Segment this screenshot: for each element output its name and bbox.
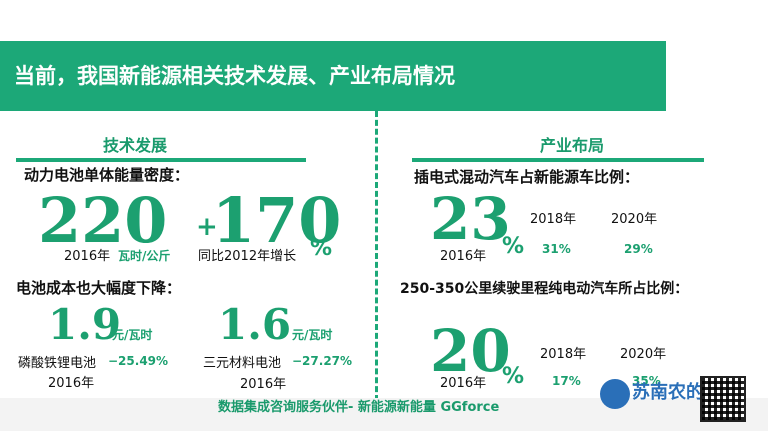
wechat-logo-icon xyxy=(600,379,630,409)
phev-pct: % xyxy=(502,234,525,259)
qr-code-icon xyxy=(700,376,746,422)
bev-2018-value: 17% xyxy=(552,374,581,388)
bev-pct: % xyxy=(502,364,525,389)
phev-2020-year: 2020年 xyxy=(611,212,658,227)
ncm-value: 1.6 xyxy=(218,300,292,349)
lfp-value: 1.9 xyxy=(48,300,122,349)
growth-desc: 同比2012年增长 xyxy=(198,249,297,264)
phev-2018-year: 2018年 xyxy=(530,212,577,227)
bev-2020-year: 2020年 xyxy=(620,347,667,362)
lfp-year: 2016年 xyxy=(48,376,95,391)
density-year: 2016年 xyxy=(64,249,111,264)
footer-bar: 数据集成咨询服务伙伴- 新能源新能量 GGforce xyxy=(0,398,768,431)
density-unit: 瓦时/公斤 xyxy=(118,249,171,263)
page-title: 当前，我国新能源相关技术发展、产业布局情况 xyxy=(14,64,455,88)
title-banner: 当前，我国新能源相关技术发展、产业布局情况 xyxy=(0,41,666,111)
growth-value: 170 xyxy=(212,184,342,257)
section-divider xyxy=(375,111,378,401)
density-label: 动力电池单体能量密度： xyxy=(24,166,190,184)
bev-value: 20 xyxy=(430,317,511,385)
tech-section-underline xyxy=(16,158,306,162)
bev-2018-year: 2018年 xyxy=(540,347,587,362)
watermark-text: 苏南农的长 xyxy=(632,382,722,403)
phev-year: 2016年 xyxy=(440,249,487,264)
phev-2020-value: 29% xyxy=(624,242,653,256)
phev-2018-value: 31% xyxy=(542,242,571,256)
ncm-change: −27.27% xyxy=(292,354,353,368)
density-value: 220 xyxy=(38,184,168,257)
lfp-name: 磷酸铁锂电池 xyxy=(18,356,97,371)
growth-plus: + xyxy=(196,212,218,242)
industry-section-title: 产业布局 xyxy=(540,136,605,155)
footer-text: 数据集成咨询服务伙伴- 新能源新能量 GGforce xyxy=(218,400,500,415)
bev-year: 2016年 xyxy=(440,376,487,391)
lfp-change: −25.49% xyxy=(108,354,169,368)
phev-value: 23 xyxy=(430,185,511,253)
ncm-name: 三元材料电池 xyxy=(203,356,282,371)
phev-label: 插电式混动汽车占新能源车比例： xyxy=(414,168,640,186)
bev-2020-value: 35% xyxy=(632,374,661,388)
cost-label: 电池成本也大幅度下降： xyxy=(16,279,182,297)
bev-label: 250-350公里续驶里程纯电动汽车所占比例： xyxy=(400,281,689,297)
lfp-unit: 元/瓦时 xyxy=(112,328,153,342)
ncm-unit: 元/瓦时 xyxy=(292,328,333,342)
growth-pct: % xyxy=(310,236,333,261)
industry-section-underline xyxy=(412,158,704,162)
tech-section-title: 技术发展 xyxy=(103,136,168,155)
ncm-year: 2016年 xyxy=(240,377,287,392)
